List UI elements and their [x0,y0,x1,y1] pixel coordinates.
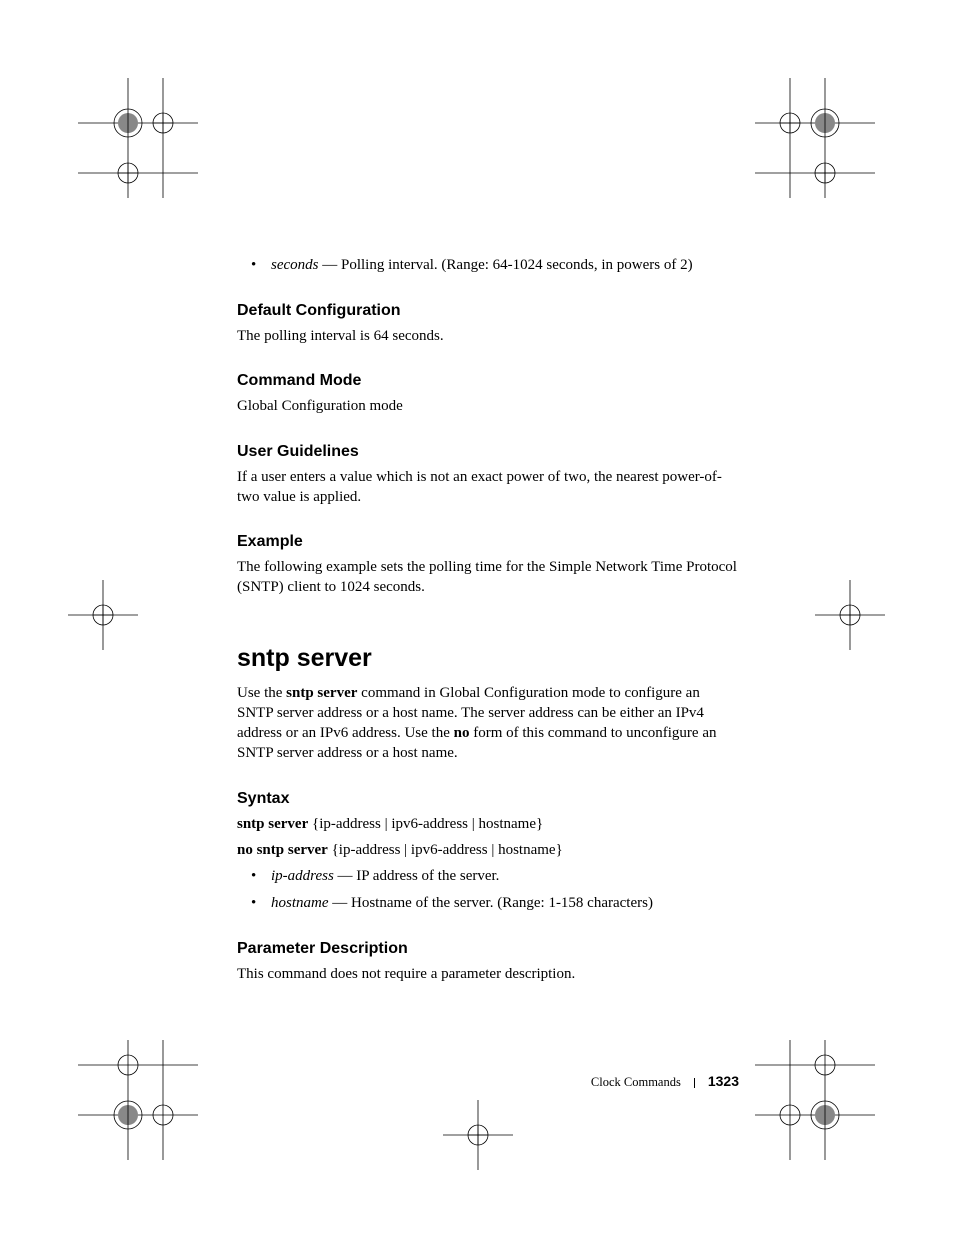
bullet-term: hostname [271,895,329,911]
bullet-desc: — IP address of the server. [334,868,500,884]
body-param-desc: This command does not require a paramete… [237,964,737,984]
heading-syntax: Syntax [237,790,737,808]
crop-mark-top-left [78,78,198,198]
crop-mark-bottom-right [755,1040,875,1160]
heading-user-guidelines: User Guidelines [237,443,737,461]
page-content: seconds — Polling interval. (Range: 64-1… [237,255,737,990]
crop-mark-mid-right [815,580,885,650]
body-example: The following example sets the polling t… [237,557,737,598]
syntax-line2-rest: {ip-address | ipv6-address | hostname} [328,842,563,858]
command-intro: Use the sntp server command in Global Co… [237,683,737,764]
syntax-line-2: no sntp server {ip-address | ipv6-addres… [237,840,737,860]
bullet-desc: — Hostname of the server. (Range: 1-158 … [329,895,653,911]
bullet-desc: — Polling interval. (Range: 64-1024 seco… [319,257,693,273]
syntax-line1-bold: sntp server [237,816,308,832]
body-user-guidelines: If a user enters a value which is not an… [237,467,737,508]
crop-mark-mid-left [68,580,138,650]
intro-p2: sntp server [286,685,357,701]
footer-chapter: Clock Commands [591,1075,681,1089]
crop-mark-bottom-center [443,1100,513,1170]
crop-mark-top-right [755,78,875,198]
bullet-term: ip-address [271,868,334,884]
heading-example: Example [237,533,737,551]
heading-default-config: Default Configuration [237,302,737,320]
footer-separator [694,1078,695,1088]
command-title: sntp server [237,644,737,673]
crop-mark-bottom-left [78,1040,198,1160]
body-default-config: The polling interval is 64 seconds. [237,326,737,346]
syntax-line2-bold: no sntp server [237,842,328,858]
heading-command-mode: Command Mode [237,372,737,390]
bullet-seconds: seconds — Polling interval. (Range: 64-1… [237,255,737,276]
bullet-ip-address: ip-address — IP address of the server. [237,866,737,887]
body-command-mode: Global Configuration mode [237,396,737,416]
footer-page-number: 1323 [708,1073,739,1089]
bullet-hostname: hostname — Hostname of the server. (Rang… [237,893,737,914]
syntax-line1-rest: {ip-address | ipv6-address | hostname} [308,816,543,832]
heading-param-desc: Parameter Description [237,940,737,958]
syntax-line-1: sntp server {ip-address | ipv6-address |… [237,814,737,834]
intro-p1: Use the [237,685,286,701]
intro-p4: no [454,725,470,741]
bullet-term: seconds [271,257,319,273]
